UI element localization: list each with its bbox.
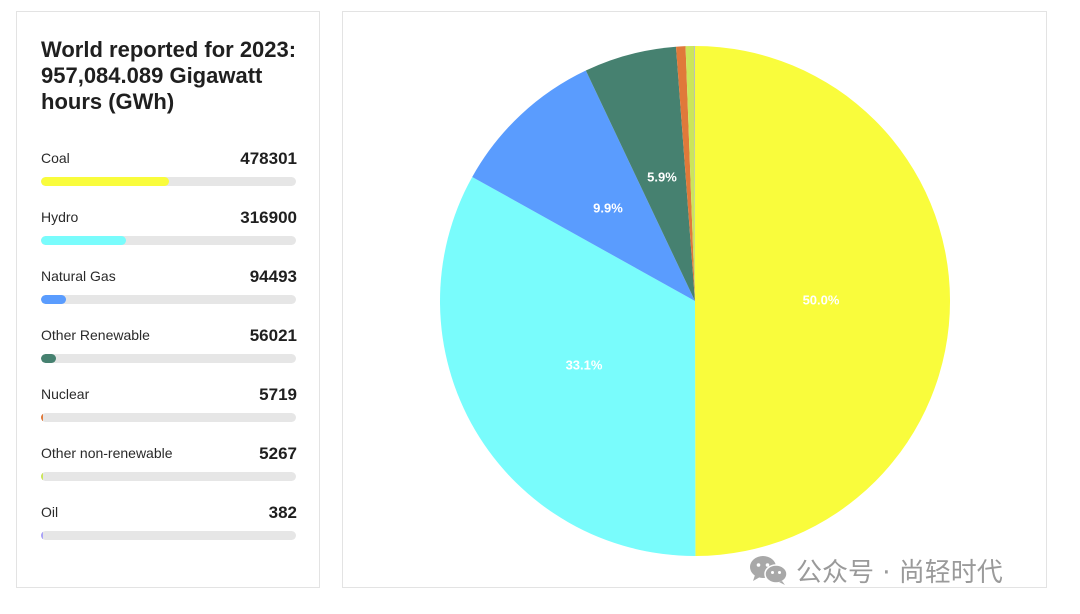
source-bar-track: [41, 295, 296, 304]
source-item-coal: Coal 478301: [41, 145, 297, 204]
source-bar-track: [41, 354, 296, 363]
source-label: Hydro: [41, 209, 79, 225]
source-value: 56021: [249, 326, 297, 345]
source-list: Coal 478301 Hydro 316900 Natural Gas 944…: [41, 145, 297, 558]
source-label: Other non-renewable: [41, 445, 173, 461]
source-bar-track: [41, 413, 296, 422]
summary-panel: World reported for 2023: 957,084.089 Gig…: [16, 11, 320, 588]
pie-slice-coal: [695, 45, 951, 556]
source-item-oil: Oil 382: [41, 499, 297, 558]
source-bar-fill: [41, 295, 67, 304]
panel-title: World reported for 2023: 957,084.089 Gig…: [41, 37, 297, 114]
watermark: 公众号 · 尚轻时代: [748, 552, 1003, 588]
source-bar-track: [41, 236, 296, 245]
source-value: 94493: [249, 267, 297, 286]
source-item-other-non-renewable: Other non-renewable 5267: [41, 440, 297, 499]
source-value: 382: [268, 503, 297, 522]
source-bar-fill: [41, 472, 43, 481]
source-label: Natural Gas: [41, 268, 116, 284]
pie-chart-panel: 50.0% 33.1% 9.9% 5.9%: [342, 11, 1047, 588]
pie-data-label: 5.9%: [647, 169, 677, 184]
source-label: Other Renewable: [41, 327, 150, 343]
source-value: 316900: [240, 208, 297, 227]
wechat-icon: [750, 556, 788, 585]
pie-chart: 50.0% 33.1% 9.9% 5.9%: [439, 45, 951, 556]
source-label: Oil: [41, 504, 59, 520]
source-bar-track: [41, 472, 296, 481]
pie-slice-nuclear: [675, 46, 695, 301]
pie-data-label: 33.1%: [566, 357, 603, 372]
source-bar-track: [41, 531, 296, 540]
source-value: 5719: [259, 385, 297, 404]
pie-slice-hydro: [439, 176, 696, 556]
source-label: Coal: [41, 150, 70, 166]
source-bar-track: [41, 177, 296, 186]
source-value: 478301: [240, 149, 297, 168]
source-bar-fill: [41, 177, 169, 186]
pie-data-label: 9.9%: [593, 200, 623, 215]
source-value: 5267: [259, 444, 297, 463]
source-bar-fill: [41, 413, 43, 422]
pie-slice-other-non-renewable: [685, 46, 695, 302]
source-label: Nuclear: [41, 386, 90, 402]
source-item-hydro: Hydro 316900: [41, 204, 297, 263]
source-bar-fill: [41, 236, 126, 245]
watermark-text: 公众号 · 尚轻时代: [796, 557, 1003, 588]
source-bar-fill: [41, 354, 56, 363]
source-item-other-renewable: Other Renewable 56021: [41, 322, 297, 381]
pie-slice-natural-gas: [472, 70, 695, 301]
source-bar-fill: [41, 531, 43, 540]
source-item-natural-gas: Natural Gas 94493: [41, 263, 297, 322]
pie-slice-other-renewable: [585, 46, 695, 301]
pie-slice-oil: [694, 46, 695, 301]
source-item-nuclear: Nuclear 5719: [41, 381, 297, 440]
pie-data-label: 50.0%: [803, 292, 840, 307]
